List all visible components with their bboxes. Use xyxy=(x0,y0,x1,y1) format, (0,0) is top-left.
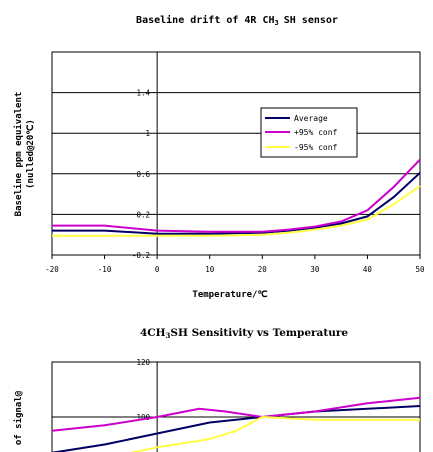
chart2-series-line-2 xyxy=(129,415,420,452)
chart1-y-tick-labels: -0.2 0.2 0.6 1 1.4 xyxy=(132,89,151,260)
chart1-x-tick-label: 0 xyxy=(155,265,160,274)
chart1-series-line-0 xyxy=(52,172,421,235)
chart1-x-tick-label: 20 xyxy=(258,265,268,274)
chart1-x-tick-label: -20 xyxy=(45,265,59,274)
chart1-x-tick-labels: -20 -10 0 10 20 30 40 50 xyxy=(45,255,425,274)
chart1-gridlines xyxy=(52,52,420,256)
chart1-x-axis-label: Temperature/℃ xyxy=(192,289,267,300)
chart1-plot-area xyxy=(51,51,421,256)
chart1-legend: Average +95% conf -95% conf xyxy=(260,107,358,158)
chart1-y-axis-label: Baseline ppm equivalent xyxy=(13,92,24,217)
chart1-x-tick-label: 50 xyxy=(415,265,425,274)
chart2-series xyxy=(51,396,421,452)
chart2-y-axis-label: of signal@ xyxy=(13,390,24,445)
legend-label-minus95: -95% conf xyxy=(294,143,338,152)
chart2-y-tick-labels: 120 100 xyxy=(136,358,150,422)
chart1-y-tick-label: 1.4 xyxy=(136,89,150,98)
legend-label-average: Average xyxy=(294,114,328,123)
chart1-y-tick-label: 0.2 xyxy=(136,210,150,219)
chart1-y-tick-label: 0.6 xyxy=(136,170,150,179)
chart-baseline-drift: Baseline drift of 4R CH3 SH sensor -0.2 0.… xyxy=(13,14,425,300)
chart1-y-tick-label: -0.2 xyxy=(132,251,150,260)
chart2-y-tick-label: 120 xyxy=(136,358,150,367)
chart2-series-line-0 xyxy=(51,405,421,452)
chart1-x-tick-label: 10 xyxy=(205,265,215,274)
chart2-gridlines xyxy=(52,361,420,452)
chart-sensitivity-vs-temperature: 4CH3SH Sensitivity vs Temperature 120 100… xyxy=(13,327,421,452)
chart1-x-tick-label: -10 xyxy=(98,265,112,274)
chart1-x-tick-label: 30 xyxy=(310,265,320,274)
chart1-series-line-1 xyxy=(52,158,421,233)
chart1-y-axis-sublabel: (nulled@20℃) xyxy=(25,119,36,189)
legend-label-plus95: +95% conf xyxy=(294,128,338,137)
chart2-series-line-1 xyxy=(51,396,421,432)
chart1-series xyxy=(52,158,421,237)
chart2-plot-area xyxy=(51,361,421,452)
chart1-y-tick-label: 1 xyxy=(145,129,150,138)
chart2-title: 4CH3SH Sensitivity vs Temperature xyxy=(140,327,348,340)
chart1-series-line-2 xyxy=(52,185,421,237)
chart1-x-tick-label: 40 xyxy=(363,265,373,274)
chart1-title: Baseline drift of 4R CH3 SH sensor xyxy=(136,14,338,27)
chart2-y-tick-label: 100 xyxy=(136,413,150,422)
